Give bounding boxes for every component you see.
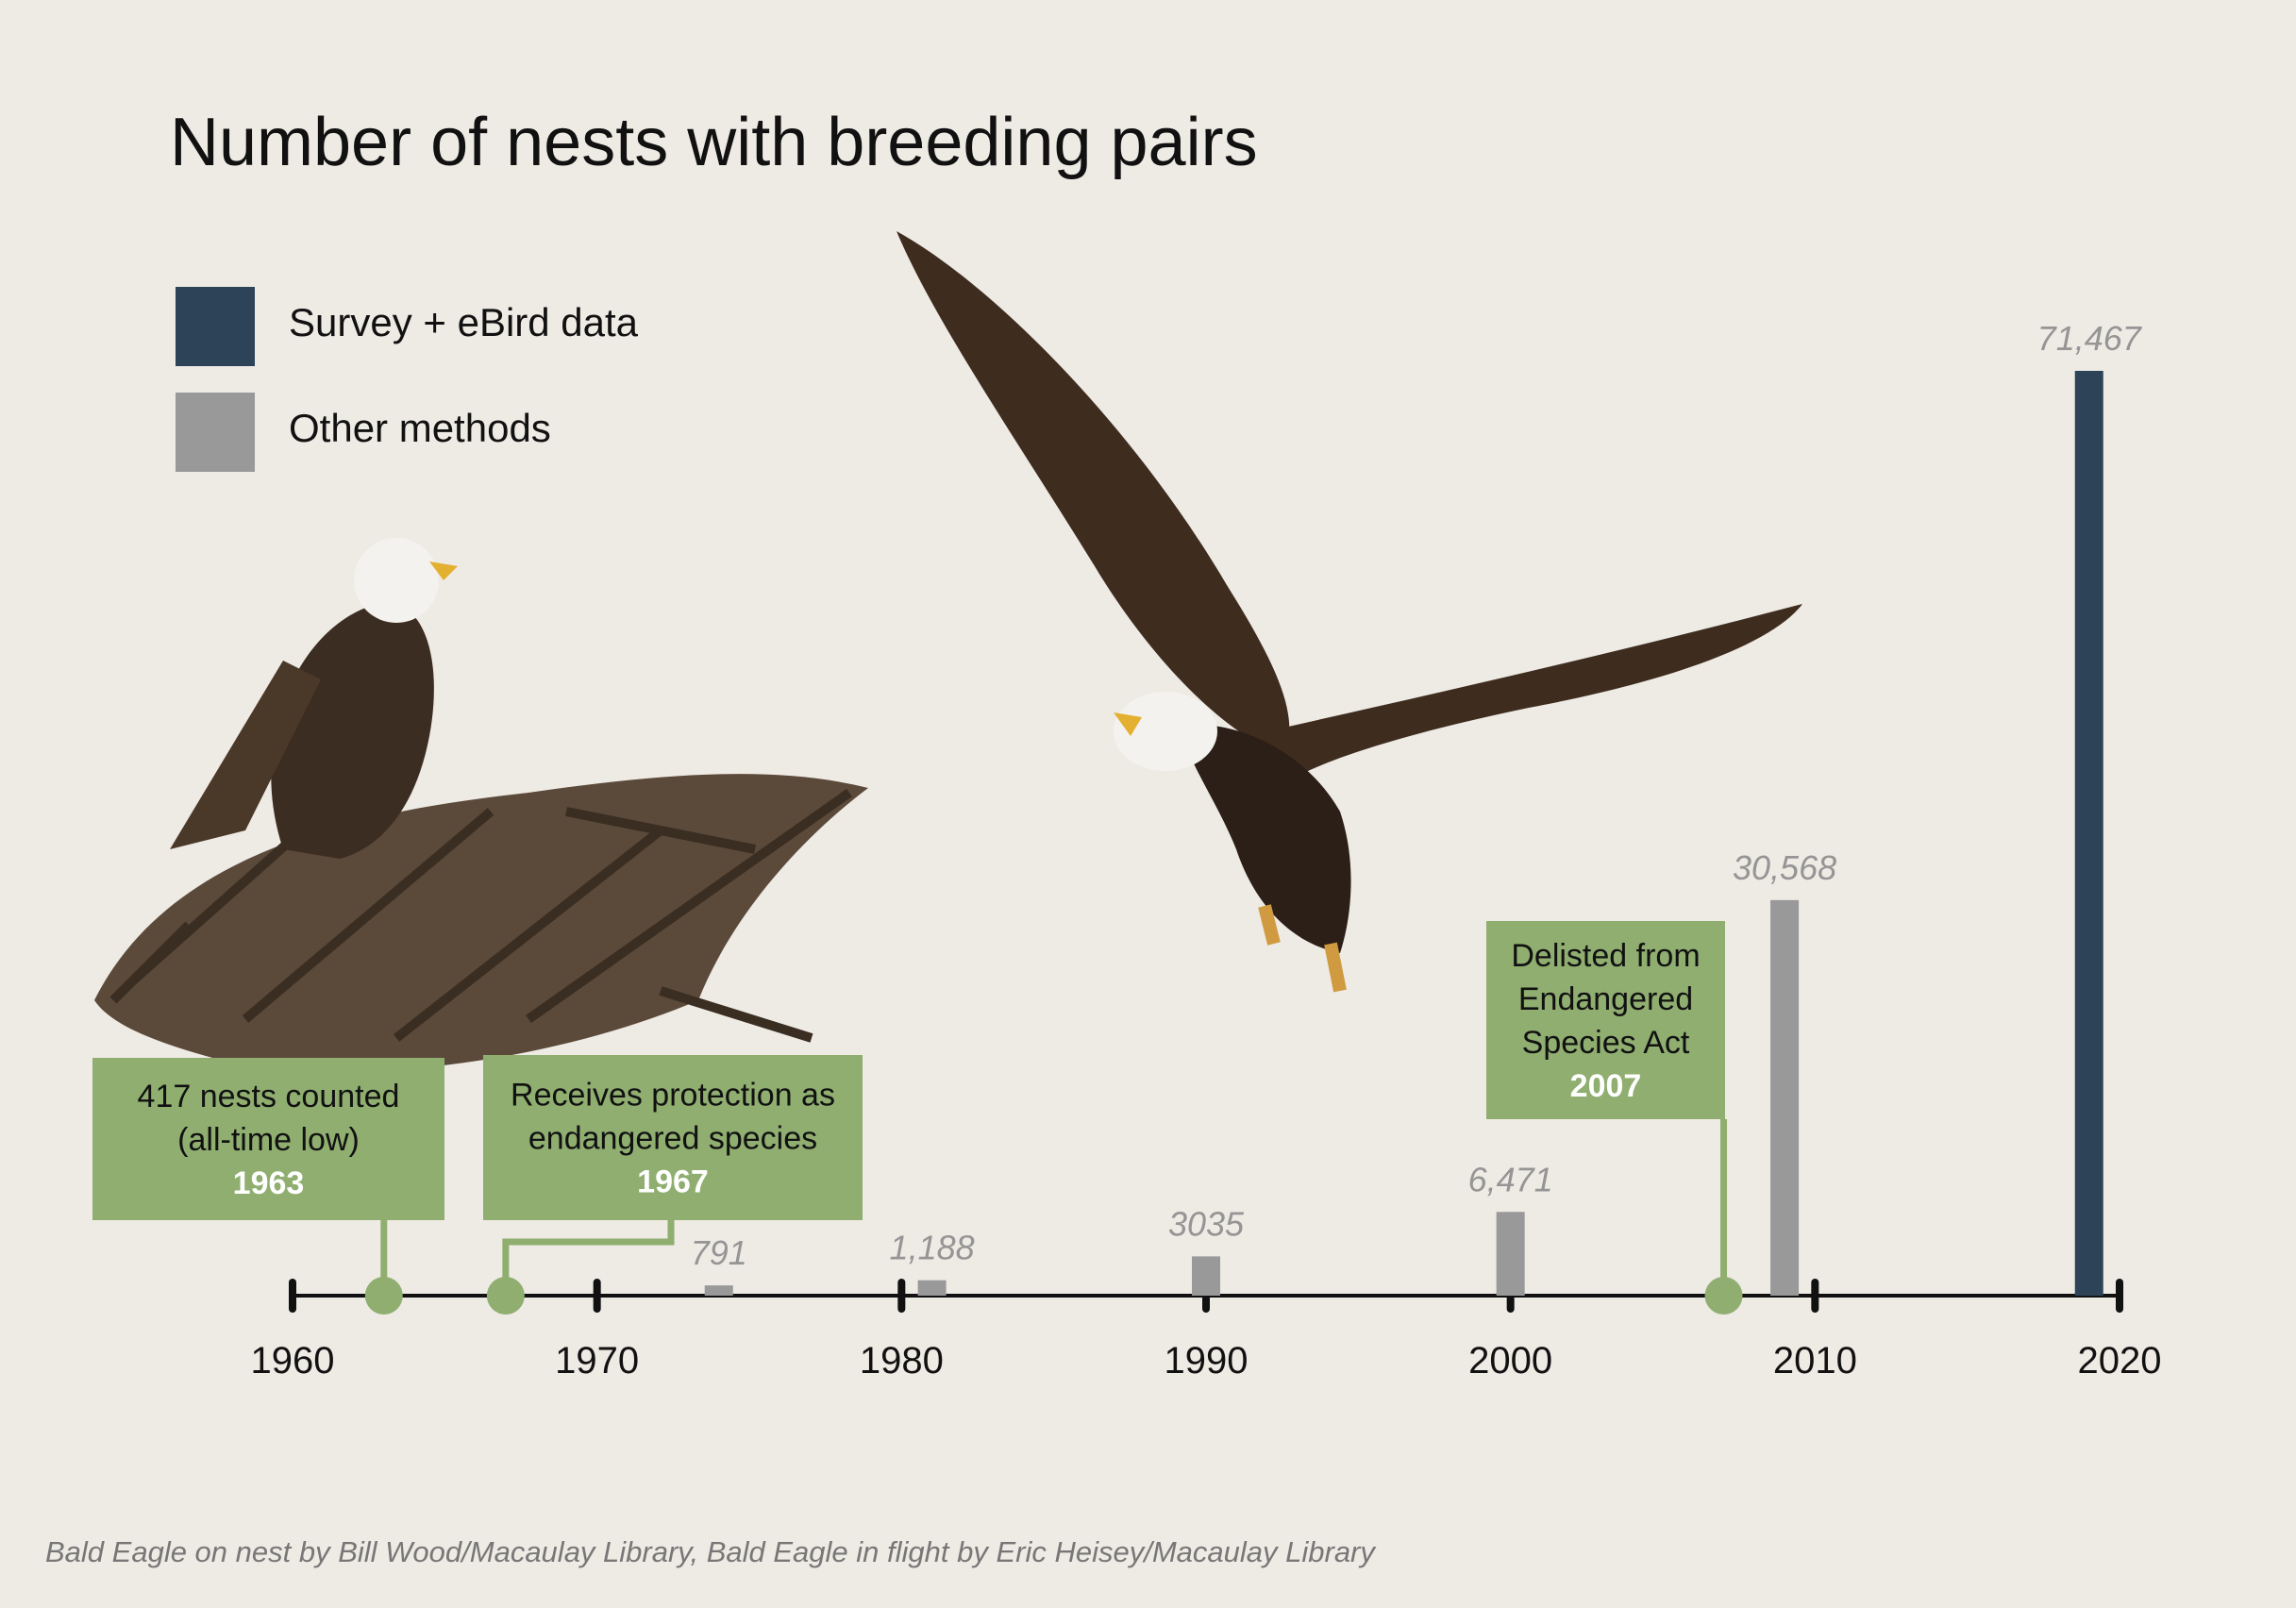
- bar-value-label-2019: 71,467: [2037, 319, 2143, 358]
- event-box: [1486, 921, 1725, 1119]
- legend-swatch-other: [176, 393, 255, 472]
- x-tick-label-2010: 2010: [1773, 1340, 1857, 1382]
- bar-value-label-1974: 791: [691, 1233, 747, 1272]
- x-tick-label-1960: 1960: [251, 1340, 335, 1382]
- legend-label-other: Other methods: [289, 406, 551, 450]
- bar-1974: [704, 1285, 733, 1296]
- bar-2000: [1496, 1212, 1525, 1296]
- bar-2009: [1770, 899, 1800, 1296]
- legend: Survey + eBird data Other methods: [176, 287, 639, 472]
- event-year: 1967: [637, 1164, 709, 1200]
- x-tick-label-1970: 1970: [555, 1340, 639, 1382]
- event-box: [483, 1055, 863, 1220]
- event-year: 1963: [233, 1165, 305, 1201]
- event-marker-1963: [364, 1277, 403, 1315]
- event-box: [92, 1058, 444, 1220]
- event-text-line: Delisted from: [1511, 938, 1700, 974]
- event-callout-1967: Receives protection as endangered species…: [483, 1055, 863, 1315]
- bald-eagle-on-nest-image: [94, 538, 868, 1073]
- event-text-line: (all-time low): [177, 1122, 360, 1158]
- bald-eagle-in-flight-image: [897, 231, 1802, 993]
- photo-credit-caption: Bald Eagle on nest by Bill Wood/Macaulay…: [45, 1535, 1377, 1568]
- bar-value-label-2009: 30,568: [1733, 848, 1836, 887]
- bar-value-label-2000: 6,471: [1468, 1160, 1553, 1198]
- event-marker-1967: [486, 1277, 525, 1315]
- event-connector: [502, 1220, 675, 1296]
- event-text-line: Species Act: [1522, 1025, 1690, 1061]
- event-year: 2007: [1570, 1068, 1642, 1104]
- chart-title: Number of nests with breeding pairs: [170, 105, 1258, 180]
- event-callout-1963: 417 nests counted (all-time low) 1963: [92, 1058, 444, 1315]
- event-callout-2007: Delisted from Endangered Species Act 2007: [1486, 921, 1743, 1315]
- legend-swatch-survey: [176, 287, 255, 366]
- legend-label-survey: Survey + eBird data: [289, 300, 639, 344]
- bar-1981: [917, 1280, 947, 1296]
- x-tick-label-2020: 2020: [2078, 1340, 2162, 1382]
- bar-value-label-1990: 3035: [1168, 1204, 1245, 1243]
- x-tick-label-1980: 1980: [860, 1340, 944, 1382]
- event-marker-2007: [1704, 1277, 1743, 1315]
- x-tick-label-1990: 1990: [1165, 1340, 1249, 1382]
- event-text-line: Endangered: [1518, 981, 1693, 1017]
- event-text-line: 417 nests counted: [138, 1079, 400, 1114]
- event-text-line: endangered species: [528, 1121, 817, 1157]
- bar-2019: [2074, 371, 2103, 1296]
- event-text-line: Receives protection as: [511, 1078, 835, 1114]
- bar-value-label-1981: 1,188: [890, 1229, 975, 1267]
- bar-1990: [1192, 1256, 1220, 1296]
- x-tick-label-2000: 2000: [1468, 1340, 1552, 1382]
